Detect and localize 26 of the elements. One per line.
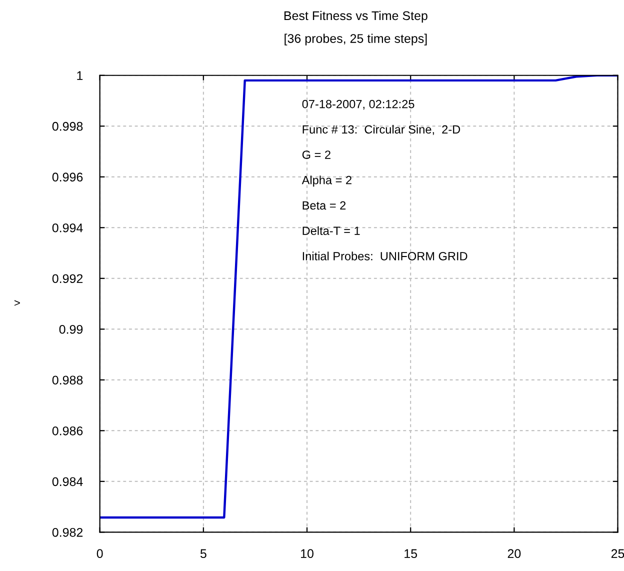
y-tick-label: 0.994 [52, 223, 83, 232]
x-tick-label: 15 [404, 549, 418, 558]
y-tick-label: 0.998 [52, 122, 83, 131]
annotation: Beta = 2 [302, 201, 346, 210]
annotation: 07-18-2007, 02:12:25 [302, 100, 414, 110]
chart-subtitle: [36 probes, 25 time steps] [284, 34, 427, 46]
annotation: Alpha = 2 [302, 176, 352, 187]
x-tick-label: 10 [301, 549, 314, 558]
annotation: Initial Probes: UNIFORM GRID [302, 252, 468, 260]
y-tick-label: 0.996 [52, 172, 83, 182]
y-axis-title: > [14, 300, 20, 306]
y-tick-label: 1 [77, 71, 83, 80]
x-tick-label: 20 [508, 549, 521, 558]
y-tick-label: 0.986 [52, 426, 83, 436]
x-tick-label: 0 [96, 549, 103, 558]
y-tick-label: 0.988 [52, 376, 83, 385]
y-tick-label: 0.99 [59, 324, 83, 334]
annotation: G = 2 [302, 150, 330, 159]
y-tick-label: 0.982 [52, 528, 83, 537]
annotation: Func # 13: Circular Sine, 2-D [302, 124, 460, 135]
x-tick-label: 5 [200, 549, 206, 558]
chart-title: Best Fitness vs Time Step [284, 10, 428, 23]
y-tick-label: 0.984 [52, 477, 83, 486]
annotation: Delta-T = 1 [302, 226, 360, 235]
x-tick-label: 25 [611, 549, 624, 558]
y-tick-label: 0.992 [52, 274, 83, 284]
